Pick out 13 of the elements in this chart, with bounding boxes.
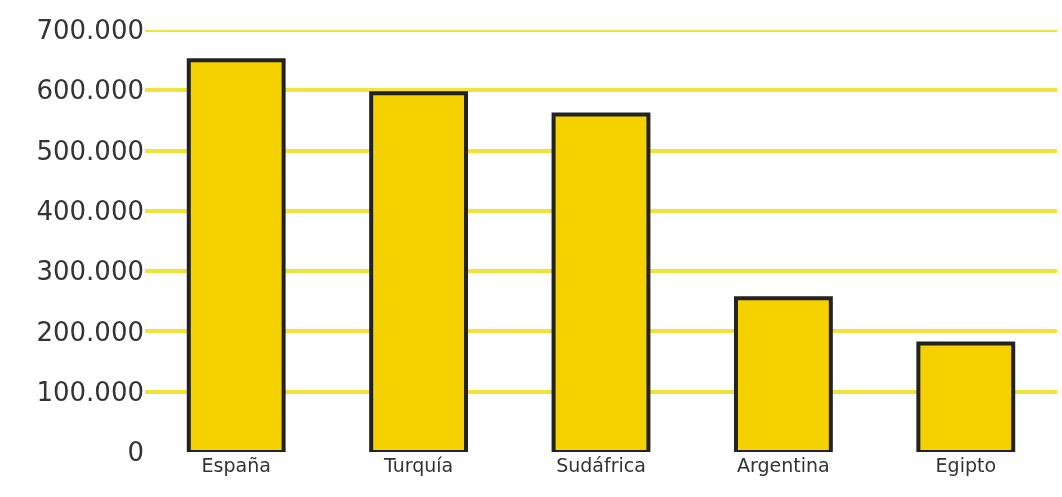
y-tick-label: 100.000 [36, 376, 144, 407]
y-tick-label: 600.000 [36, 75, 144, 106]
y-tick-label: 0 [127, 437, 144, 468]
x-tick-label: Argentina [737, 454, 830, 476]
y-tick-label: 200.000 [36, 316, 144, 347]
x-tick-label: Egipto [935, 454, 997, 476]
x-tick-label: España [201, 454, 271, 476]
y-tick-label: 300.000 [36, 256, 144, 287]
y-tick-label: 700.000 [36, 15, 144, 46]
y-tick-label: 400.000 [36, 195, 144, 226]
x-tick-label: Sudáfrica [556, 454, 646, 476]
y-tick-label: 500.000 [36, 135, 144, 166]
x-tick-label: Turquía [382, 454, 454, 476]
